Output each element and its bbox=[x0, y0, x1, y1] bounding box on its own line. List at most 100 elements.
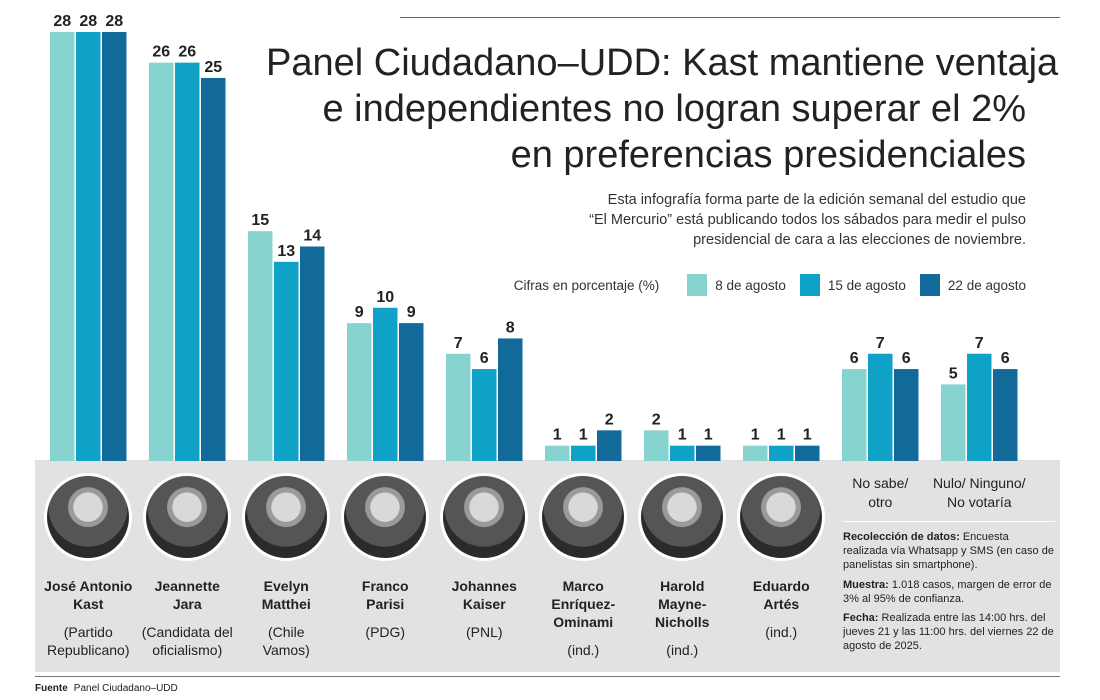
bar bbox=[201, 77, 226, 461]
candidate-name-line: Artés bbox=[763, 596, 800, 612]
candidate-name-line: Enríquez- bbox=[551, 596, 616, 612]
candidate-party-line: Republicano) bbox=[47, 642, 130, 658]
candidate-name: Marco Enríquez- Ominami bbox=[533, 577, 633, 631]
candidate-name-line: Matthei bbox=[261, 596, 311, 612]
candidate-name: José Antonio Kast bbox=[38, 577, 138, 613]
candidate-name-line: Kast bbox=[73, 596, 104, 612]
bar-value-label: 28 bbox=[79, 13, 97, 30]
note-text: Encuesta realizada vía Whatsapp y SMS (e… bbox=[843, 531, 1054, 572]
legend-item: 22 de agosto bbox=[919, 274, 1026, 296]
category-label-line: No votaría bbox=[946, 494, 1012, 510]
category-label-line: otro bbox=[868, 494, 893, 510]
note-label: Fecha: bbox=[843, 612, 879, 625]
bar-value-label: 9 bbox=[407, 304, 416, 321]
bar bbox=[149, 62, 174, 462]
bar-value-label: 1 bbox=[678, 427, 687, 444]
bar bbox=[993, 369, 1018, 461]
candidate-party-line: oficialismo) bbox=[152, 642, 223, 658]
candidate-name-line: Jeannette bbox=[154, 578, 220, 594]
candidate-party: (Chile Vamos) bbox=[236, 623, 336, 659]
bar-value-label: 1 bbox=[803, 427, 812, 444]
title-line: e independientes no logran superar el 2% bbox=[322, 88, 1026, 130]
legend-label: 22 de agosto bbox=[947, 277, 1026, 293]
candidate-name: Jeannette Jara bbox=[137, 577, 237, 613]
candidate-party: (PDG) bbox=[335, 623, 435, 641]
candidate-name: Eduardo Artés bbox=[731, 577, 831, 613]
category-label: No sabe/otro bbox=[825, 474, 935, 512]
note-fecha: Fecha: Realizada entre las 14:00 hrs. de… bbox=[843, 611, 1055, 654]
subtitle-line: Esta infografía forma parte de la edició… bbox=[607, 192, 1026, 208]
bar bbox=[842, 369, 867, 461]
bar bbox=[300, 246, 325, 461]
bar bbox=[545, 445, 570, 461]
bar-value-label: 8 bbox=[506, 319, 515, 336]
note-label: Recolección de datos: bbox=[843, 531, 960, 543]
candidate-name-line: Eduardo bbox=[752, 578, 810, 594]
candidate-name-line: Franco bbox=[361, 578, 409, 594]
bar-value-label: 6 bbox=[850, 350, 859, 367]
bar-value-label: 5 bbox=[949, 365, 958, 382]
candidate-party-line: (PDG) bbox=[365, 624, 406, 640]
bar bbox=[498, 338, 523, 461]
bar bbox=[373, 307, 398, 461]
candidate-portrait bbox=[737, 473, 826, 561]
title-line: Panel Ciudadano–UDD: Kast mantiene venta… bbox=[266, 42, 1059, 84]
bar bbox=[696, 445, 721, 461]
legend-swatch bbox=[919, 274, 940, 296]
candidate-party: (ind.) bbox=[632, 641, 732, 659]
candidate-name-line: Jara bbox=[172, 596, 202, 612]
candidate-card: Franco Parisi (PDG) bbox=[335, 473, 435, 641]
bar-value-label: 1 bbox=[751, 427, 760, 444]
bar-value-label: 7 bbox=[454, 335, 463, 352]
candidate-portrait bbox=[44, 473, 133, 561]
bar-value-label: 15 bbox=[251, 212, 269, 229]
candidate-name: Evelyn Matthei bbox=[236, 577, 336, 613]
legend-note: Cifras en porcentaje (%) bbox=[513, 277, 660, 293]
subtitle: Esta infografía forma parte de la edició… bbox=[506, 190, 1026, 250]
bar bbox=[670, 445, 695, 461]
candidate-portrait bbox=[638, 473, 727, 561]
bar-value-label: 1 bbox=[553, 427, 562, 444]
bar bbox=[446, 353, 471, 461]
bar bbox=[472, 369, 497, 461]
bar-value-label: 10 bbox=[376, 289, 394, 306]
top-rule bbox=[400, 17, 1060, 18]
bar-value-label: 14 bbox=[303, 228, 321, 245]
candidate-portrait bbox=[440, 473, 529, 561]
candidate-card: José Antonio Kast (Partido Republicano) bbox=[38, 473, 138, 659]
bar bbox=[967, 353, 992, 461]
subtitle-line: “El Mercurio” está publicando todos los … bbox=[589, 212, 1026, 228]
legend-swatch bbox=[687, 274, 708, 296]
bar bbox=[347, 323, 372, 461]
bar-value-label: 26 bbox=[152, 44, 170, 61]
bar-value-label: 9 bbox=[355, 304, 364, 321]
candidate-name-line: Johannes bbox=[451, 578, 517, 594]
candidate-card: Johannes Kaiser (PNL) bbox=[434, 473, 534, 641]
bottom-rule bbox=[35, 676, 1060, 677]
candidate-name: Harold Mayne- Nicholls bbox=[632, 577, 732, 631]
bar bbox=[274, 261, 299, 461]
candidate-name-line: Marco bbox=[562, 578, 604, 594]
bar-value-label: 28 bbox=[53, 13, 71, 30]
bar-value-label: 1 bbox=[579, 427, 588, 444]
legend-swatch bbox=[799, 274, 820, 296]
candidate-portrait bbox=[539, 473, 628, 561]
bar-value-label: 6 bbox=[1001, 350, 1010, 367]
subtitle-line: presidencial de cara a las elecciones de… bbox=[693, 232, 1026, 248]
bar bbox=[175, 62, 200, 462]
candidate-party-line: (ind.) bbox=[567, 642, 600, 658]
candidate-party: (Candidata del oficialismo) bbox=[137, 623, 237, 659]
bar bbox=[571, 445, 596, 461]
bar bbox=[894, 369, 919, 461]
candidate-portrait bbox=[242, 473, 331, 561]
category-label-line: Nulo/ Ninguno/ bbox=[932, 475, 1026, 491]
source-label: Fuente bbox=[35, 683, 68, 694]
bar-value-label: 13 bbox=[277, 243, 295, 260]
bar bbox=[941, 384, 966, 461]
title-line: en preferencias presidenciales bbox=[510, 134, 1026, 176]
candidate-portrait bbox=[341, 473, 430, 561]
legend-item: 8 de agosto bbox=[687, 274, 786, 296]
bar bbox=[76, 32, 101, 461]
bar bbox=[644, 430, 669, 461]
candidate-party: (PNL) bbox=[434, 623, 534, 641]
